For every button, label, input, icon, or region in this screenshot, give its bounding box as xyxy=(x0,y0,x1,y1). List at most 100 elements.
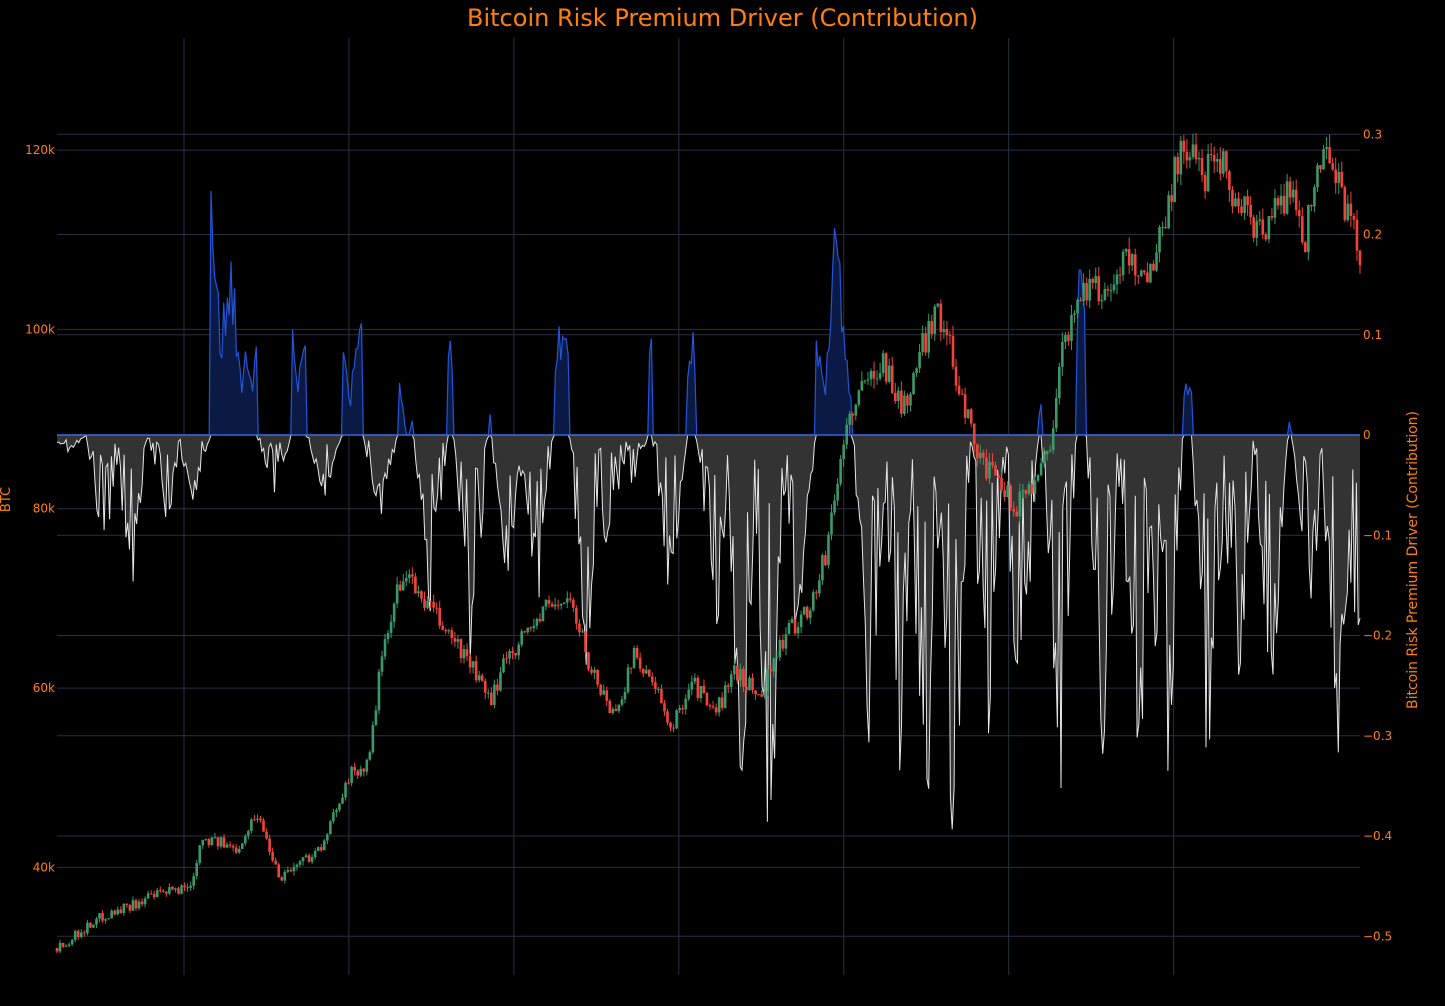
candle-body xyxy=(186,887,189,889)
candle-body xyxy=(116,909,120,915)
candle-body xyxy=(1161,227,1164,229)
candle-body xyxy=(1294,189,1298,211)
candle-body xyxy=(162,890,165,892)
candle-body xyxy=(660,688,663,704)
candle-body xyxy=(1051,428,1055,451)
candle-body xyxy=(590,669,593,673)
candle-body xyxy=(101,913,104,921)
candle-body xyxy=(1003,490,1006,498)
candle-body xyxy=(550,603,554,607)
candle-body xyxy=(1112,284,1116,291)
candle-body xyxy=(985,457,988,479)
candle-body xyxy=(1097,276,1101,302)
candle-body xyxy=(842,444,845,460)
candle-body xyxy=(966,409,970,418)
candle-body xyxy=(210,837,214,846)
candle-body xyxy=(1082,282,1085,302)
candle-body xyxy=(76,930,80,938)
candle-body xyxy=(174,888,177,890)
candle-body xyxy=(201,840,205,846)
candle-body xyxy=(335,809,338,813)
candle-body xyxy=(1045,451,1049,455)
candle-body xyxy=(1136,275,1140,277)
candle-body xyxy=(505,658,508,660)
candle-body xyxy=(1024,490,1028,494)
candle-body xyxy=(763,691,766,697)
candle-body xyxy=(411,574,414,577)
candle-body xyxy=(1249,205,1252,218)
candle-body xyxy=(1048,450,1052,452)
candle-body xyxy=(848,413,852,425)
candle-body xyxy=(392,603,396,622)
candle-body xyxy=(784,634,788,649)
candle-body xyxy=(486,692,490,694)
candle-body xyxy=(948,335,952,337)
candle-body xyxy=(544,599,548,607)
candle-body xyxy=(450,630,454,639)
candle-body xyxy=(1273,198,1277,218)
candle-body xyxy=(128,905,132,911)
candle-body xyxy=(140,901,144,905)
candle-body xyxy=(1343,187,1347,221)
candle-body xyxy=(1033,480,1037,494)
candle-body xyxy=(641,668,645,674)
y-left-tick-4: 120k xyxy=(25,143,55,157)
candle-body xyxy=(1167,195,1170,229)
candle-body xyxy=(517,644,520,656)
candle-body xyxy=(119,909,123,913)
candle-body xyxy=(529,627,533,629)
candle-body xyxy=(401,581,405,591)
candle-body xyxy=(380,656,384,672)
candle-body xyxy=(726,685,730,687)
candle-body xyxy=(760,694,763,697)
candle-body xyxy=(1100,300,1104,302)
candle-body xyxy=(1106,289,1110,291)
candle-body xyxy=(526,627,530,633)
candle-body xyxy=(1015,511,1019,517)
btc-candle-layer xyxy=(55,132,1362,954)
candle-body xyxy=(960,393,964,395)
candle-body xyxy=(611,708,615,714)
candle-body xyxy=(748,677,751,691)
candle-body xyxy=(921,333,924,353)
candle-body xyxy=(362,768,366,772)
candle-body xyxy=(83,932,86,934)
candle-body xyxy=(228,844,232,846)
candle-body xyxy=(930,321,934,334)
candle-body xyxy=(256,818,259,820)
candle-body xyxy=(171,887,174,890)
candle-body xyxy=(632,647,636,668)
candle-body xyxy=(496,684,499,691)
candle-body xyxy=(969,409,973,424)
y-right-tick-8: 0.3 xyxy=(1363,127,1382,141)
candle-body xyxy=(1212,155,1216,162)
candle-body xyxy=(1018,491,1022,517)
candle-body xyxy=(1246,196,1249,206)
candle-body xyxy=(414,576,417,594)
candle-body xyxy=(344,782,347,798)
candle-body xyxy=(584,631,587,653)
candle-body xyxy=(250,819,253,832)
candle-body xyxy=(1152,263,1155,271)
candle-body xyxy=(626,667,630,693)
candle-body xyxy=(1182,140,1186,152)
candle-body xyxy=(456,639,460,642)
candle-body xyxy=(520,631,524,645)
candle-body xyxy=(1270,216,1274,218)
candle-body xyxy=(620,699,624,705)
candle-body xyxy=(805,606,809,618)
candle-body xyxy=(1328,147,1331,164)
candle-body xyxy=(1121,251,1125,276)
candle-body xyxy=(927,321,931,353)
candle-body xyxy=(122,903,126,913)
candle-body xyxy=(957,385,961,394)
candle-body xyxy=(307,855,311,862)
candle-body xyxy=(1222,151,1225,174)
candle-body xyxy=(453,638,457,642)
candle-body xyxy=(1009,485,1013,509)
candle-body xyxy=(1070,314,1073,341)
candle-body xyxy=(839,459,842,484)
candle-body xyxy=(477,675,481,681)
candle-body xyxy=(909,393,912,406)
